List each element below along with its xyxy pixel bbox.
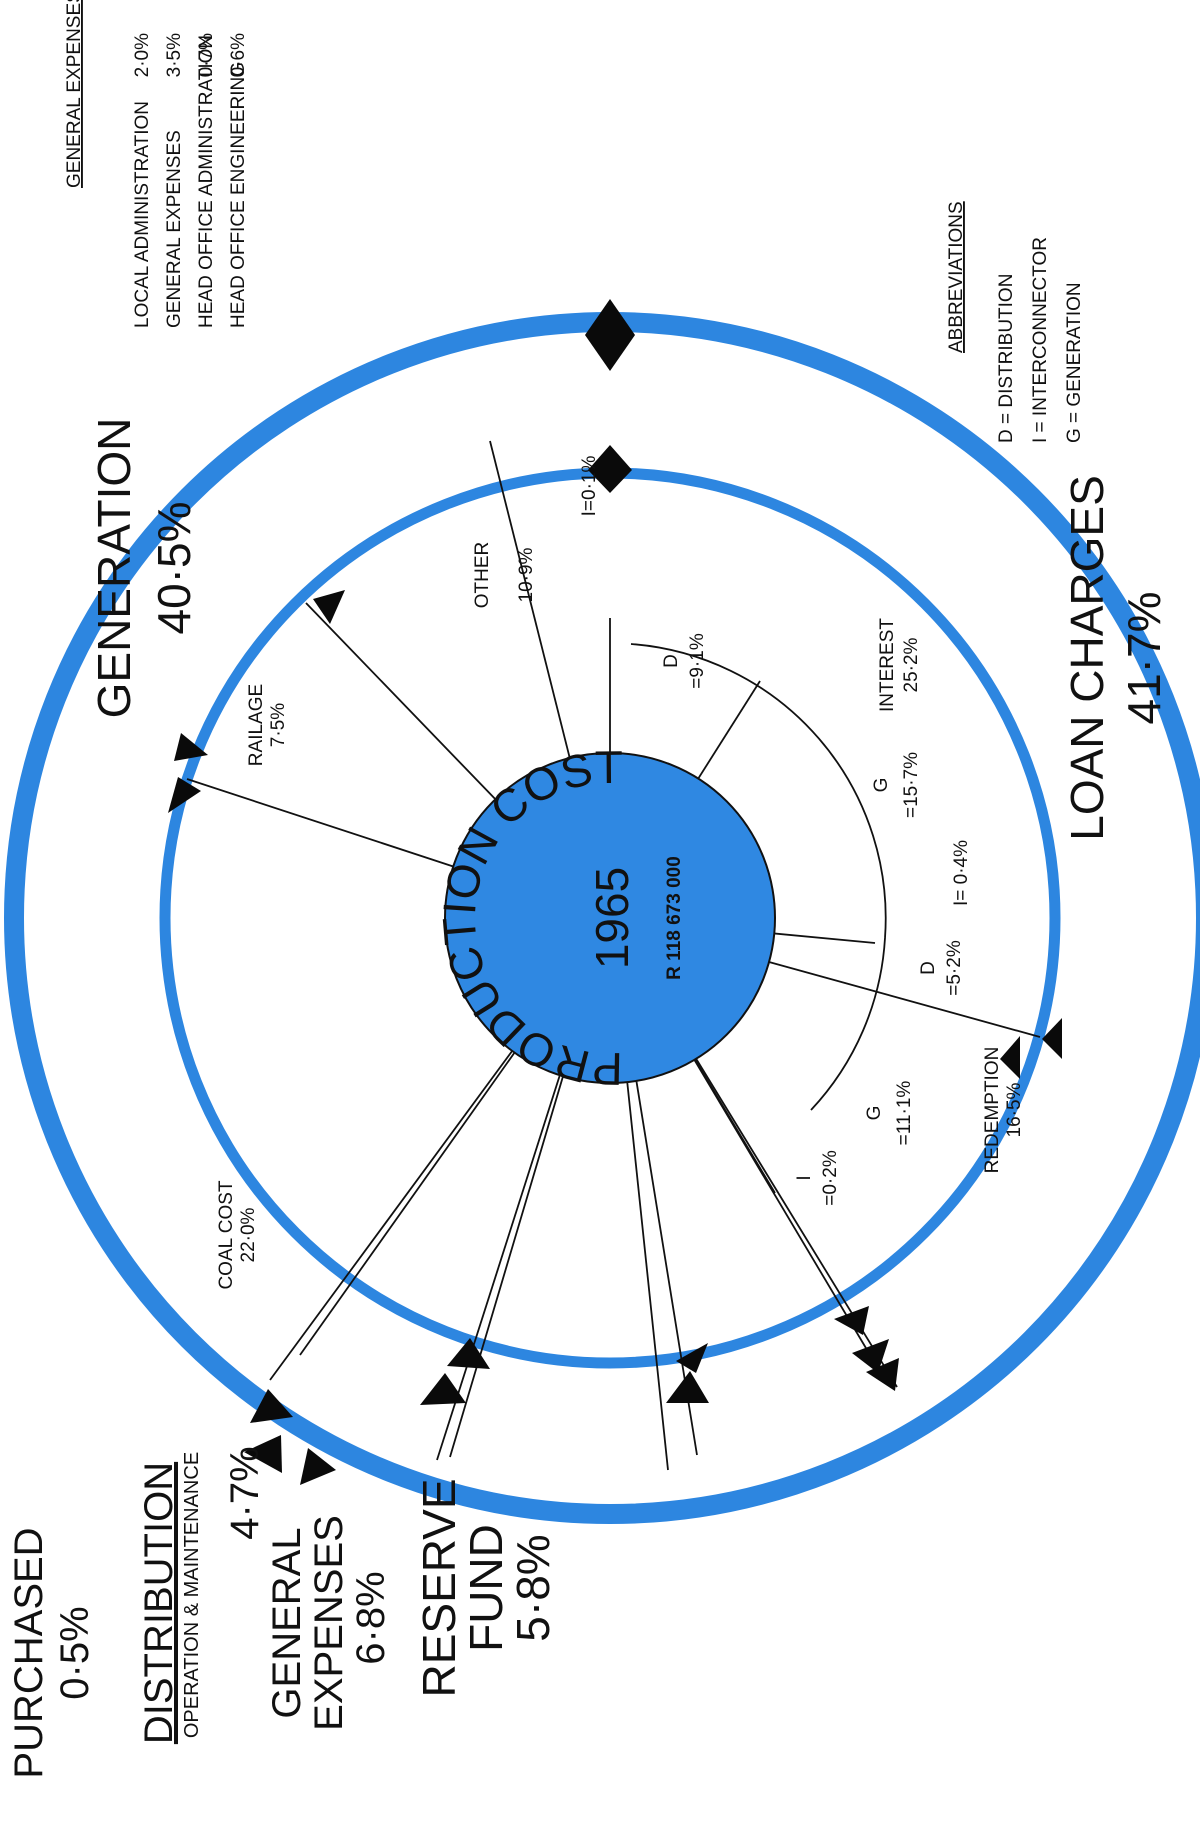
general-expenses-value: 6·8% xyxy=(349,1571,393,1664)
arc-redemption xyxy=(810,937,886,1111)
other-label: OTHER xyxy=(472,542,493,609)
arrowhead xyxy=(834,1306,869,1335)
breakdown-arcs xyxy=(630,643,887,1111)
arrowhead xyxy=(244,1435,282,1473)
arrowhead xyxy=(168,777,201,813)
arrowhead xyxy=(666,1371,709,1403)
general-expenses-table: GENERAL EXPENSES LOCAL ADMINISTRATION 2·… xyxy=(64,0,249,328)
abbreviation-item: I = INTERCONNECTOR xyxy=(1030,237,1051,443)
arrowhead xyxy=(174,733,208,761)
arrowhead xyxy=(1042,1018,1062,1059)
arrowhead xyxy=(676,1343,708,1373)
distribution-value: 4·7% xyxy=(223,1446,267,1539)
interest-label: INTEREST xyxy=(877,618,898,712)
center-year: 1965 xyxy=(586,867,638,969)
interest-d-value: =9·1% xyxy=(687,633,708,689)
generation-value: 40·5% xyxy=(148,502,200,635)
center-amount: R 118 673 000 xyxy=(664,856,685,980)
arrowhead xyxy=(250,1389,293,1423)
ge-item-value: 2·0% xyxy=(132,33,153,77)
arrowhead xyxy=(420,1373,466,1405)
arrowhead xyxy=(588,470,632,493)
reserve-fund-label-1: RESERVE xyxy=(413,1478,465,1697)
ge-item-label: HEAD OFFICE ADMINISTRATION xyxy=(196,35,217,328)
ge-item-value: 3·5% xyxy=(164,33,185,77)
general-expenses-label-1: GENERAL xyxy=(265,1527,309,1718)
interest-g-letter: G xyxy=(871,778,892,793)
ge-item-value: 0·6% xyxy=(228,33,249,77)
loan-charges-value: 41·7% xyxy=(1118,592,1170,725)
arc-interest xyxy=(630,643,887,939)
redemption-i-value: =0·2% xyxy=(820,1150,841,1206)
redemption-label: REDEMPTION xyxy=(982,1047,1003,1174)
arrowhead xyxy=(1000,1036,1020,1079)
ge-item-label: LOCAL ADMINISTRATION xyxy=(132,101,153,328)
general-expenses-heading: GENERAL EXPENSES xyxy=(64,0,85,188)
redemption-g-value: =11·1% xyxy=(894,1081,915,1146)
abbreviation-item: D = DISTRIBUTION xyxy=(996,274,1017,443)
abbreviations-legend: ABBREVIATIONS D = DISTRIBUTION I = INTER… xyxy=(946,201,1085,443)
interest-g-value: =15·7% xyxy=(901,752,922,818)
arrowhead xyxy=(852,1339,889,1373)
arrowhead xyxy=(866,1358,899,1391)
center-disc xyxy=(444,752,776,1084)
redemption-value: 16·5% xyxy=(1004,1082,1025,1137)
coal-cost-value: 22·0% xyxy=(238,1207,259,1262)
railage-label: RAILAGE xyxy=(246,684,267,766)
interest-i-label: I= 0·4% xyxy=(951,840,972,906)
coal-cost-label: COAL COST xyxy=(216,1180,237,1289)
ge-item-value: 0·7% xyxy=(196,33,217,77)
arrowhead xyxy=(447,1338,490,1369)
distribution-subtitle: OPERATION & MAINTENANCE xyxy=(181,1452,203,1738)
interconnector-generation-label: I=0·1% xyxy=(579,456,600,517)
arrowhead xyxy=(313,590,345,624)
interest-value: 25·2% xyxy=(901,637,922,692)
interest-d-letter: D xyxy=(661,654,682,668)
redemption-i-letter: I xyxy=(794,1175,815,1180)
distribution-label: DISTRIBUTION xyxy=(137,1462,181,1744)
arrowhead xyxy=(585,299,635,335)
arrowheads xyxy=(168,299,1062,1485)
generation-label: GENERATION xyxy=(88,418,140,719)
arrowhead xyxy=(585,335,635,371)
arrowhead xyxy=(300,1448,336,1485)
ge-item-label: GENERAL EXPENSES xyxy=(164,130,185,328)
redemption-d-value: =5·2% xyxy=(944,940,965,996)
general-expenses-label-2: EXPENSES xyxy=(307,1515,351,1731)
redemption-g-letter: G xyxy=(864,1106,885,1121)
ge-item-label: HEAD OFFICE ENGINEERING xyxy=(228,62,249,328)
purchased-value: 0·5% xyxy=(53,1606,97,1699)
abbreviation-item: G = GENERATION xyxy=(1064,282,1085,443)
reserve-fund-value: 5·8% xyxy=(507,1534,559,1641)
arrowhead xyxy=(588,445,632,470)
loan-charges-label: LOAN CHARGES xyxy=(1061,475,1113,841)
purchased-label: PURCHASED xyxy=(7,1527,51,1778)
other-value: 10·9% xyxy=(516,547,537,602)
redemption-d-letter: D xyxy=(918,961,939,975)
abbreviations-heading: ABBREVIATIONS xyxy=(946,201,967,353)
reserve-fund-label-2: FUND xyxy=(460,1524,512,1652)
railage-value: 7·5% xyxy=(268,703,289,747)
